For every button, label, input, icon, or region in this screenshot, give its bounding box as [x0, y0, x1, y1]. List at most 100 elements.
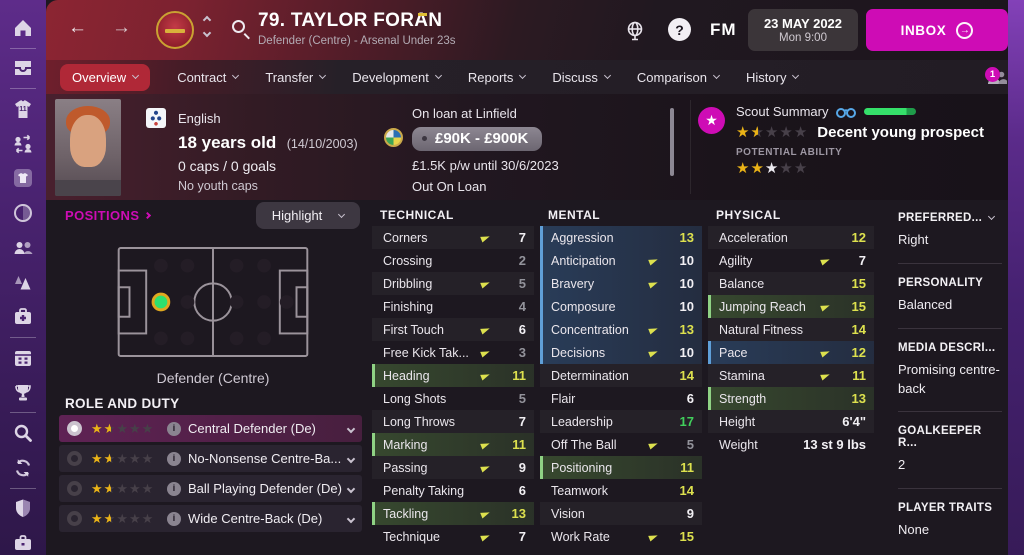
attribute-row-leadership: Leadership 17: [540, 410, 702, 433]
attribute-change-arrow-icon: [648, 440, 659, 449]
role-row-wide-centre-back-de[interactable]: ★ ★ ★ ★ ★ ★ i Wide Centre-Back (De): [59, 505, 362, 532]
tab-contract[interactable]: Contract: [177, 70, 240, 85]
nav-sync-icon[interactable]: [11, 456, 35, 480]
attribute-value: 7: [518, 529, 526, 544]
info-name: Weight: [719, 437, 758, 452]
role-radio[interactable]: [67, 451, 82, 466]
nav-transfers-icon[interactable]: [11, 132, 35, 156]
attribute-change-arrow-icon: [480, 509, 491, 518]
squad-number-badge: 11: [19, 106, 27, 114]
role-row-central-defender-de[interactable]: ★ ★ ★ ★ ★ ★ i Central Defender (De): [59, 415, 362, 442]
transfer-value-pill[interactable]: £90K - £900K: [412, 127, 543, 151]
attribute-value: 6: [518, 322, 526, 337]
role-radio[interactable]: [67, 421, 82, 436]
binoculars-icon: [836, 107, 857, 118]
side-section-title-preferred: PREFERRED...: [898, 212, 1002, 224]
england-flag-icon: [146, 108, 166, 128]
chevron-down-icon[interactable]: [346, 424, 356, 433]
highlight-dropdown[interactable]: Highlight: [256, 202, 360, 229]
info-icon[interactable]: i: [167, 421, 181, 436]
star-icon: ★: [116, 481, 129, 496]
nav-club-vision-icon[interactable]: [11, 497, 35, 521]
scrollbar[interactable]: [670, 108, 674, 176]
info-icon[interactable]: i: [167, 511, 181, 526]
chevron-down-icon: [712, 71, 721, 80]
attribute-value: 10: [679, 253, 694, 268]
role-row-no-nonsense-centre-ba[interactable]: ★ ★ ★ ★ ★ ★ i No-Nonsense Centre-Ba...: [59, 445, 362, 472]
tab-transfer[interactable]: Transfer: [265, 70, 327, 85]
tab-comparison[interactable]: Comparison: [637, 70, 721, 85]
nav-scouting-icon[interactable]: [11, 421, 35, 445]
nav-tactics-icon[interactable]: [11, 167, 35, 191]
info-icon[interactable]: i: [167, 481, 181, 496]
role-radio[interactable]: [67, 511, 82, 526]
attribute-name: Long Shots: [383, 391, 447, 406]
section-tab-bar: Overview Contract Transfer Development Repor…: [46, 60, 1024, 94]
tab-development[interactable]: Development: [352, 70, 442, 85]
attribute-change-arrow-icon: [820, 371, 831, 380]
photo-shoulders: [55, 180, 121, 196]
star-icon: ★: [141, 481, 155, 496]
attribute-value: 7: [858, 253, 866, 268]
player-switcher[interactable]: [202, 15, 212, 38]
forward-button[interactable]: →: [112, 17, 131, 38]
attribute-change-arrow-icon: [648, 532, 659, 541]
nav-home-icon[interactable]: [11, 16, 35, 40]
attribute-value: 13: [511, 506, 526, 521]
info-icon[interactable]: i: [167, 451, 181, 466]
positions-link[interactable]: POSITIONS: [65, 208, 152, 223]
attribute-value: 12: [851, 230, 866, 245]
attribute-row-strength: Strength 13: [708, 387, 874, 410]
chevron-down-icon[interactable]: [988, 212, 996, 221]
nav-competitions-icon[interactable]: [11, 381, 35, 405]
nav-squad-icon[interactable]: 11: [11, 97, 35, 121]
nav-training-icon[interactable]: [11, 271, 35, 295]
divider: [690, 100, 691, 194]
world-icon[interactable]: [624, 20, 646, 47]
attribute-row-first-touch: First Touch 6: [372, 318, 534, 341]
active-position-dot[interactable]: [151, 292, 171, 312]
attribute-change-arrow-icon: [480, 463, 491, 472]
star-icon: ★: [779, 124, 794, 141]
help-icon[interactable]: ?: [668, 18, 691, 41]
nav-finances-icon[interactable]: [11, 531, 35, 555]
tab-history[interactable]: History: [746, 70, 800, 85]
attribute-name: Technique: [383, 529, 440, 544]
nav-staff-icon[interactable]: [11, 236, 35, 260]
chevron-down-icon[interactable]: [346, 484, 356, 493]
role-radio[interactable]: [67, 481, 82, 496]
attribute-value: 11: [512, 368, 526, 383]
nav-club-icon[interactable]: [11, 201, 35, 225]
linfield-club-crest-icon[interactable]: [384, 128, 403, 147]
attribute-name: Long Throws: [383, 414, 456, 429]
role-label: No-Nonsense Centre-Ba...: [188, 451, 342, 466]
date-widget[interactable]: 23 MAY 2022 Mon 9:00: [748, 9, 858, 51]
nav-inbox-icon[interactable]: [11, 57, 35, 81]
attribute-row-natural-fitness: Natural Fitness 14: [708, 318, 874, 341]
chevron-down-icon: [792, 71, 800, 80]
highlight-label: Highlight: [271, 208, 323, 223]
arsenal-club-crest-icon[interactable]: [156, 11, 194, 49]
attribute-name: Acceleration: [719, 230, 788, 245]
role-row-ball-playing-defender-de[interactable]: ★ ★ ★ ★ ★ ★ i Ball Playing Defender (De): [59, 475, 362, 502]
current-ability-stars: ★ ★ ★ ★ ★ ★: [736, 125, 808, 140]
chevron-down-icon[interactable]: [346, 454, 356, 463]
chevron-down-icon: [434, 71, 442, 80]
back-button[interactable]: ←: [68, 17, 87, 38]
nav-medical-icon[interactable]: [11, 305, 35, 329]
attribute-name: Finishing: [383, 299, 434, 314]
nav-schedule-icon[interactable]: [11, 346, 35, 370]
search-icon[interactable]: [232, 20, 245, 33]
inbox-button[interactable]: INBOX →: [866, 9, 1008, 51]
attribute-row-aggression: Aggression 13: [540, 226, 702, 249]
chevron-down-icon[interactable]: [346, 514, 356, 523]
attribute-value: 7: [518, 414, 526, 429]
social-icon[interactable]: 1: [985, 67, 1008, 92]
star-icon: ★: [705, 112, 718, 128]
tab-reports[interactable]: Reports: [468, 70, 527, 85]
tab-discuss[interactable]: Discuss: [552, 70, 611, 85]
scout-verdict: Decent young prospect: [817, 124, 984, 141]
transfer-value: £90K - £900K: [435, 130, 529, 147]
tab-overview[interactable]: Overview: [60, 63, 151, 91]
role-label: Central Defender (De): [188, 421, 316, 436]
